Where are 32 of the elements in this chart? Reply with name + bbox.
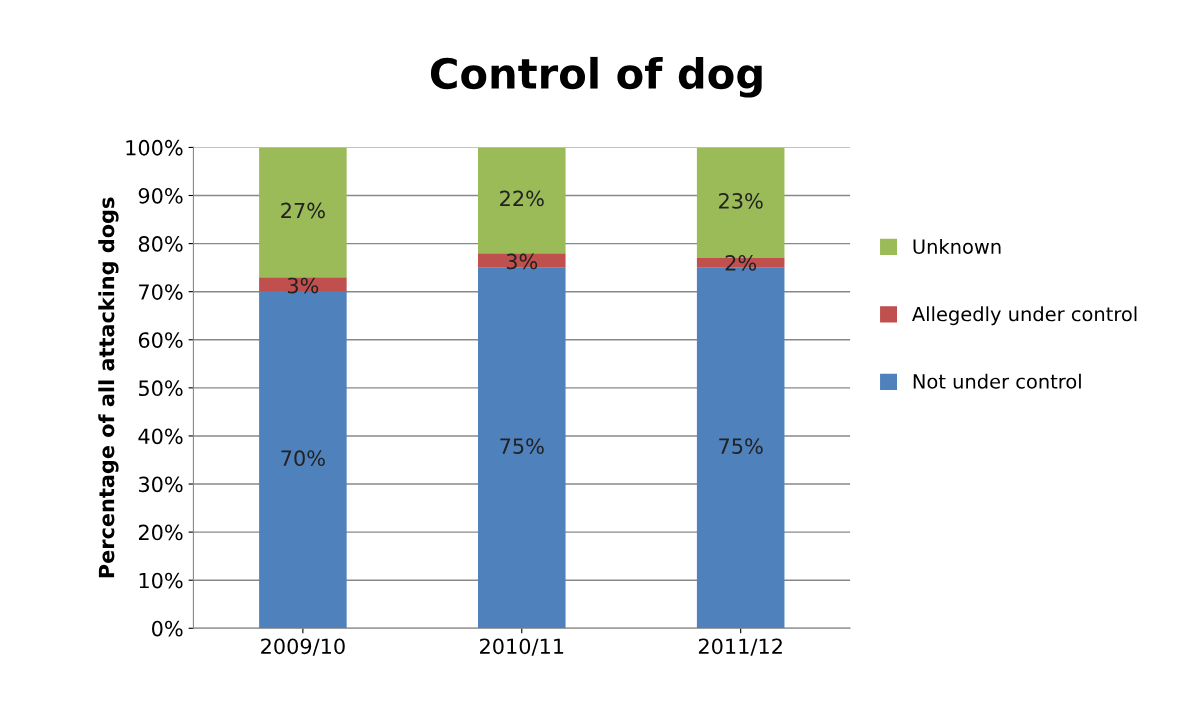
bar: [478, 253, 566, 268]
data-label: 22%: [500, 190, 544, 207]
y-tick-label: 30%: [138, 476, 183, 493]
y-tick-label: 80%: [138, 236, 183, 252]
x-tick-label: 2009/10: [261, 638, 345, 656]
data-label: 75%: [719, 438, 763, 455]
y-tick-label: 100%: [126, 139, 183, 156]
bar: [259, 147, 347, 278]
data-label: 27%: [281, 202, 325, 219]
data-label: 3%: [287, 277, 319, 294]
bar: [478, 147, 566, 254]
y-axis-title: Percentage of all attacking dogs: [98, 197, 119, 578]
data-label: 70%: [281, 450, 325, 467]
y-tick-label: 40%: [138, 428, 183, 445]
y-tick-label: 10%: [139, 572, 183, 589]
data-label: 75%: [500, 438, 544, 455]
y-tick-label: 0%: [152, 620, 183, 637]
y-tick-label: 20%: [138, 524, 183, 541]
x-tick-label: 2010/11: [480, 638, 564, 656]
y-tick-label: 50%: [139, 380, 183, 397]
legend-label: Not under control: [913, 373, 1081, 389]
x-tick-label: 2011/12: [698, 638, 782, 656]
legend-label: Unknown: [913, 238, 1001, 254]
y-tick-label: 70%: [139, 284, 183, 300]
data-label: 3%: [506, 253, 538, 270]
chart-title: Control of dog: [430, 56, 762, 98]
y-tick-label: 90%: [138, 187, 183, 204]
y-tick-label: 60%: [138, 332, 183, 348]
data-label: 2%: [725, 255, 757, 271]
data-label: 23%: [719, 193, 763, 209]
bar: [259, 277, 347, 292]
legend-label: Allegedly under control: [912, 306, 1137, 326]
